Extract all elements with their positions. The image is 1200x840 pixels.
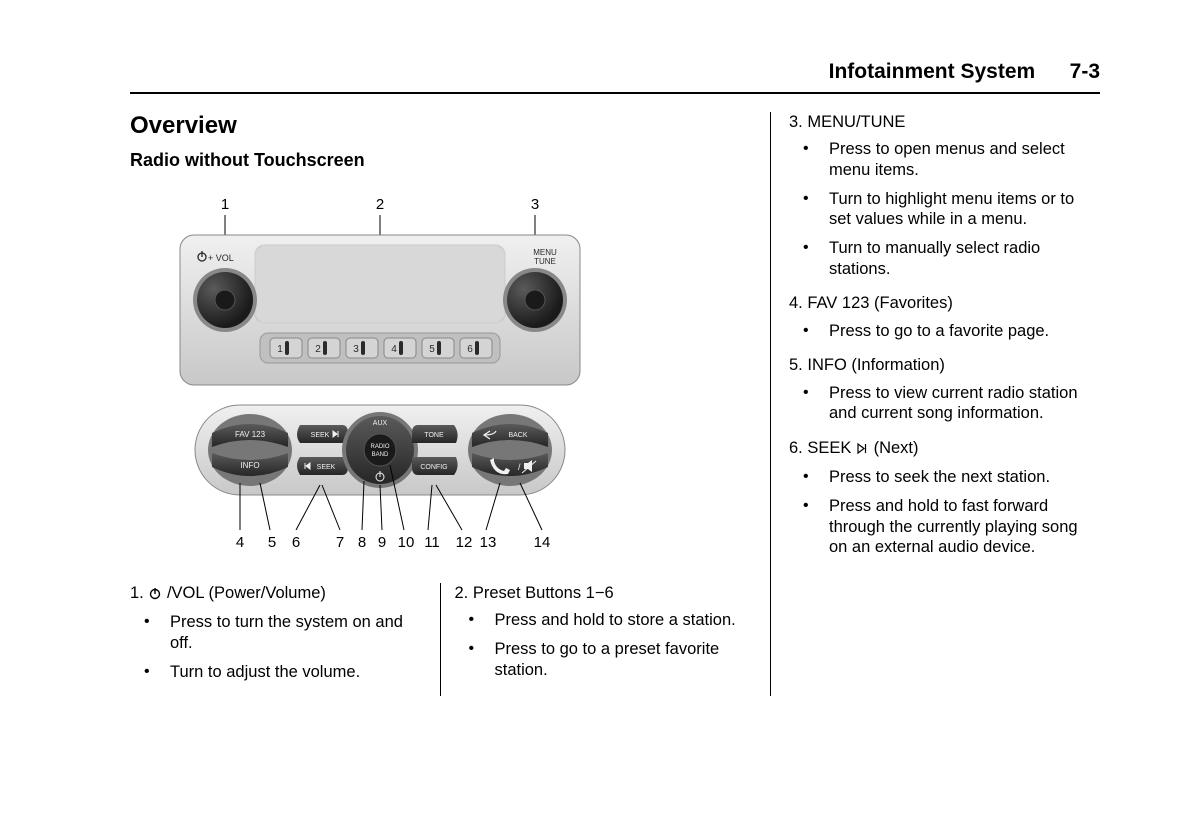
tune-label: TUNE bbox=[534, 257, 556, 266]
right-column: 3. MENU/TUNE Press to open menus and sel… bbox=[770, 112, 1100, 696]
callout-7: 7 bbox=[336, 534, 344, 551]
item-1-b2: Turn to adjust the volume. bbox=[130, 662, 426, 683]
item-6-b2: Press and hold to fast forward through t… bbox=[789, 496, 1100, 558]
svg-text:3: 3 bbox=[353, 344, 359, 355]
radio-diagram: 1 2 3 + VOL MENU TUNE bbox=[130, 185, 630, 565]
content-columns: Overview Radio without Touchscreen bbox=[130, 112, 1100, 696]
item-5-b1: Press to view current radio station and … bbox=[789, 383, 1100, 424]
menu-label: MENU bbox=[533, 248, 557, 257]
seek-fwd-btn: SEEK bbox=[311, 432, 330, 439]
item-2-b1: Press and hold to store a station. bbox=[455, 610, 751, 631]
back-btn: BACK bbox=[508, 432, 527, 439]
config-btn: CONFIG bbox=[420, 464, 447, 471]
svg-text:2: 2 bbox=[315, 344, 321, 355]
item-3-b2: Turn to highlight menu items or to set v… bbox=[789, 189, 1100, 230]
callout-10: 10 bbox=[398, 534, 415, 551]
seek-next-icon bbox=[856, 440, 869, 461]
callout-8: 8 bbox=[358, 534, 366, 551]
power-icon bbox=[148, 585, 162, 606]
item-1-b1: Press to turn the system on and off. bbox=[130, 612, 426, 653]
item-4: 4. FAV 123 (Favorites) Press to go to a … bbox=[789, 293, 1100, 341]
svg-text:1: 1 bbox=[277, 344, 283, 355]
item-6: 6. SEEK (Next) Press to seek the next st… bbox=[789, 438, 1100, 558]
item-6-b1: Press to seek the next station. bbox=[789, 467, 1100, 488]
left-footer-columns: 1. /VOL (Power/Volume) Press to turn the… bbox=[130, 583, 750, 696]
fav-btn: FAV 123 bbox=[235, 430, 266, 439]
band-btn: BAND bbox=[372, 452, 389, 458]
radio-svg: 1 2 3 + VOL MENU TUNE bbox=[130, 185, 630, 565]
info-btn: INFO bbox=[240, 461, 259, 470]
callout-6: 6 bbox=[292, 534, 300, 551]
svg-text:+ VOL: + VOL bbox=[208, 253, 234, 263]
item-4-b1: Press to go to a favorite page. bbox=[789, 321, 1100, 342]
subsection-title: Radio without Touchscreen bbox=[130, 150, 750, 171]
tone-btn: TONE bbox=[424, 432, 444, 439]
item-3-b3: Turn to manually select radio stations. bbox=[789, 238, 1100, 279]
section-title: Overview bbox=[130, 112, 750, 140]
item-1: 1. /VOL (Power/Volume) Press to turn the… bbox=[130, 583, 426, 682]
callout-12: 12 bbox=[456, 534, 473, 551]
radio-btn: RADIO bbox=[370, 444, 389, 450]
item-3: 3. MENU/TUNE Press to open menus and sel… bbox=[789, 112, 1100, 279]
svg-text:4: 4 bbox=[391, 344, 397, 355]
item-2: 2. Preset Buttons 1−6 Press and hold to … bbox=[455, 583, 751, 680]
item-3-b1: Press to open menus and select menu item… bbox=[789, 139, 1100, 180]
callout-14: 14 bbox=[534, 534, 551, 551]
aux-btn: AUX bbox=[373, 420, 388, 427]
callout-4: 4 bbox=[236, 534, 244, 551]
callout-9: 9 bbox=[378, 534, 386, 551]
callout-13: 13 bbox=[480, 534, 497, 551]
svg-text:5: 5 bbox=[429, 344, 435, 355]
header-page: 7-3 bbox=[1070, 60, 1100, 83]
callout-2: 2 bbox=[376, 196, 384, 213]
callout-3: 3 bbox=[531, 196, 539, 213]
header-title: Infotainment System bbox=[829, 60, 1036, 83]
callout-11: 11 bbox=[424, 534, 440, 551]
page-header: Infotainment System 7-3 bbox=[130, 60, 1100, 94]
item-5: 5. INFO (Information) Press to view curr… bbox=[789, 355, 1100, 424]
left-column: Overview Radio without Touchscreen bbox=[130, 112, 770, 696]
svg-text:6: 6 bbox=[467, 344, 473, 355]
seek-back-btn: SEEK bbox=[317, 464, 336, 471]
callout-1: 1 bbox=[221, 196, 229, 213]
item-2-b2: Press to go to a preset favorite station… bbox=[455, 639, 751, 680]
left-col-b: 2. Preset Buttons 1−6 Press and hold to … bbox=[440, 583, 751, 696]
left-col-a: 1. /VOL (Power/Volume) Press to turn the… bbox=[130, 583, 440, 696]
callout-5: 5 bbox=[268, 534, 276, 551]
